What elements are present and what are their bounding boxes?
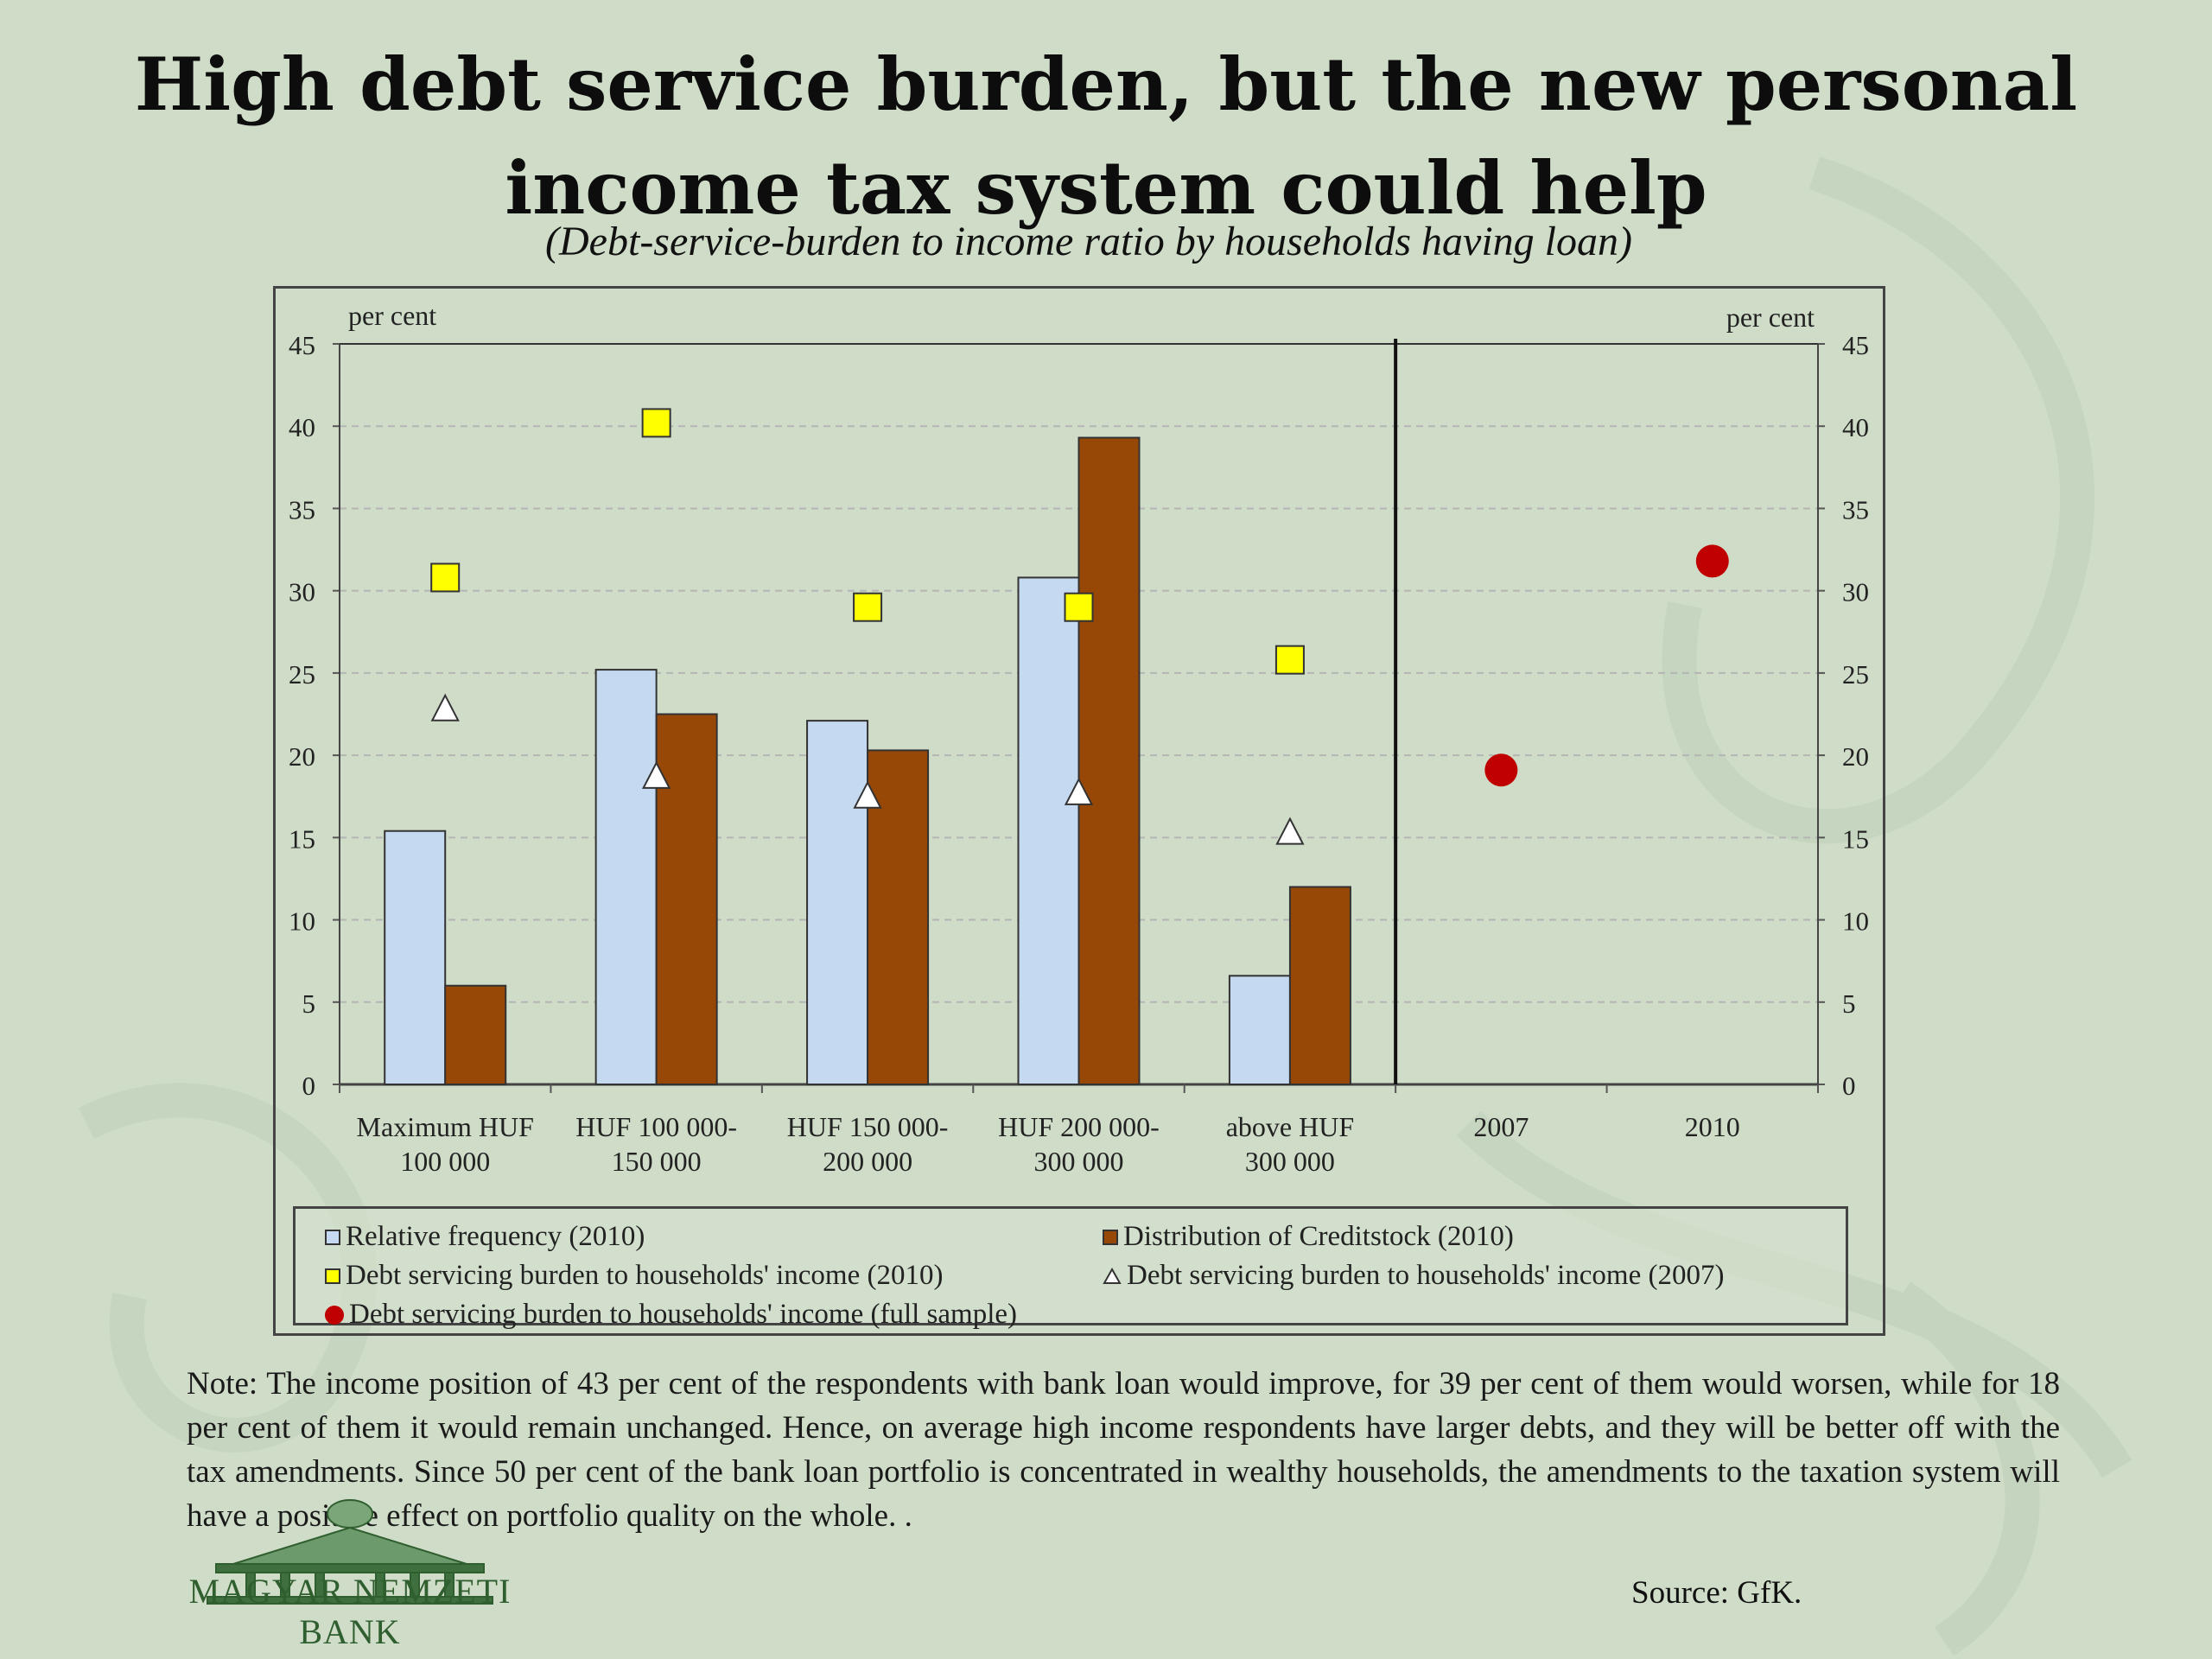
y-tick-label-left: 15 (289, 823, 315, 854)
marker-burden-2007 (1275, 817, 1305, 845)
bar-relative-frequency (1017, 576, 1080, 1085)
y-tick-label-right: 30 (1842, 577, 1869, 607)
bar-relative-frequency (594, 669, 658, 1086)
x-tick-label: HUF 100 000- (575, 1111, 737, 1142)
legend-item-burden-2010: Debt servicing burden to households' inc… (325, 1260, 943, 1292)
legend-swatch-creditstock (1103, 1229, 1118, 1245)
y-tick-label-right: 40 (1842, 412, 1869, 442)
marker-burden-2007 (430, 693, 460, 721)
legend-item-burden-2007: Debt servicing burden to households' inc… (1103, 1260, 1724, 1292)
marker-burden-2010 (853, 592, 883, 622)
marker-burden-2010 (641, 408, 671, 438)
x-tick-label: Maximum HUF (357, 1111, 534, 1142)
legend-triangle-icon (1103, 1267, 1122, 1284)
marker-burden-2010 (1064, 592, 1094, 622)
bar-relative-frequency (1228, 975, 1291, 1085)
x-tick-label: 2007 (1473, 1111, 1529, 1142)
bar-relative-frequency (806, 720, 869, 1086)
y-tick-label-left: 35 (289, 494, 315, 524)
chart-source: Source: GfK. (1631, 1575, 1802, 1611)
legend-label-burden-2007: Debt servicing burden to households' inc… (1127, 1260, 1725, 1291)
x-tick-label: 150 000 (612, 1146, 702, 1177)
marker-burden-2010 (430, 563, 461, 593)
legend-label-burden-2010: Debt servicing burden to households' inc… (346, 1260, 944, 1291)
y-tick-label-left: 0 (302, 1071, 316, 1101)
y-tick-label-right: 25 (1842, 659, 1869, 690)
legend-item-creditstock: Distribution of Creditstock (2010) (1103, 1221, 1514, 1253)
chart-note: Note: The income position of 43 per cent… (187, 1366, 2060, 1534)
legend-swatch-relative-frequency (325, 1229, 340, 1245)
x-tick-label: 300 000 (1245, 1146, 1335, 1177)
y-tick-label-right: 0 (1842, 1071, 1856, 1101)
page-title: High debt service burden, but the new pe… (134, 41, 2078, 231)
legend-dot-icon (325, 1305, 344, 1325)
x-tick-label: HUF 200 000- (998, 1111, 1160, 1142)
y-tick-label-left: 25 (289, 659, 315, 690)
y-tick-label-right: 5 (1842, 988, 1856, 1019)
y-tick-label-left: 20 (289, 741, 315, 772)
y-tick-label-right: 35 (1842, 494, 1869, 524)
legend-label-creditstock: Distribution of Creditstock (2010) (1123, 1221, 1514, 1252)
legend-swatch-burden-2010 (325, 1268, 340, 1284)
x-tick-label: 200 000 (823, 1146, 912, 1177)
bank-building-logo-icon (207, 1499, 493, 1605)
y-axis-label-right: per cent (1726, 302, 1815, 333)
y-axis-label-left: per cent (348, 300, 436, 331)
y-tick-label-left: 45 (289, 330, 315, 360)
legend-label-relative-frequency: Relative frequency (2010) (346, 1221, 645, 1252)
marker-burden-2007 (853, 780, 882, 809)
y-tick-label-right: 20 (1842, 741, 1869, 772)
y-tick-label-left: 40 (289, 412, 315, 442)
x-tick-label: 300 000 (1034, 1146, 1124, 1177)
legend-item-relative-frequency: Relative frequency (2010) (325, 1221, 645, 1253)
marker-burden-2007 (1064, 777, 1094, 805)
marker-full-sample (1695, 544, 1729, 578)
bank-logo-text: MAGYAR NEMZETI BANK (188, 1572, 512, 1651)
y-tick-label-right: 45 (1842, 330, 1869, 360)
y-tick-label-left: 30 (289, 577, 315, 607)
bar-relative-frequency (384, 830, 447, 1086)
bar-creditstock (655, 713, 718, 1085)
marker-full-sample (1484, 753, 1518, 787)
marker-burden-2007 (641, 760, 671, 789)
y-tick-label-left: 5 (302, 988, 316, 1019)
bar-creditstock (1288, 886, 1351, 1086)
marker-burden-2010 (1274, 645, 1305, 675)
legend-label-full-sample: Debt servicing burden to households' inc… (349, 1299, 1018, 1330)
x-tick-label: 2010 (1685, 1111, 1740, 1142)
y-tick-label-right: 15 (1842, 823, 1869, 854)
page-subtitle: (Debt-service-burden to income ratio by … (545, 219, 1632, 264)
chart-legend: Relative frequency (2010) Distribution o… (293, 1206, 1848, 1330)
x-tick-label: above HUF (1226, 1111, 1354, 1142)
x-tick-label: HUF 150 000- (787, 1111, 949, 1142)
y-tick-label-right: 10 (1842, 906, 1869, 937)
y-tick-label-left: 10 (289, 906, 315, 937)
chart-frame (273, 286, 1885, 1336)
bar-creditstock (444, 984, 507, 1085)
x-tick-label: 100 000 (400, 1146, 490, 1177)
bar-creditstock (1077, 436, 1141, 1085)
legend-item-full-sample: Debt servicing burden to households' inc… (325, 1299, 1017, 1331)
